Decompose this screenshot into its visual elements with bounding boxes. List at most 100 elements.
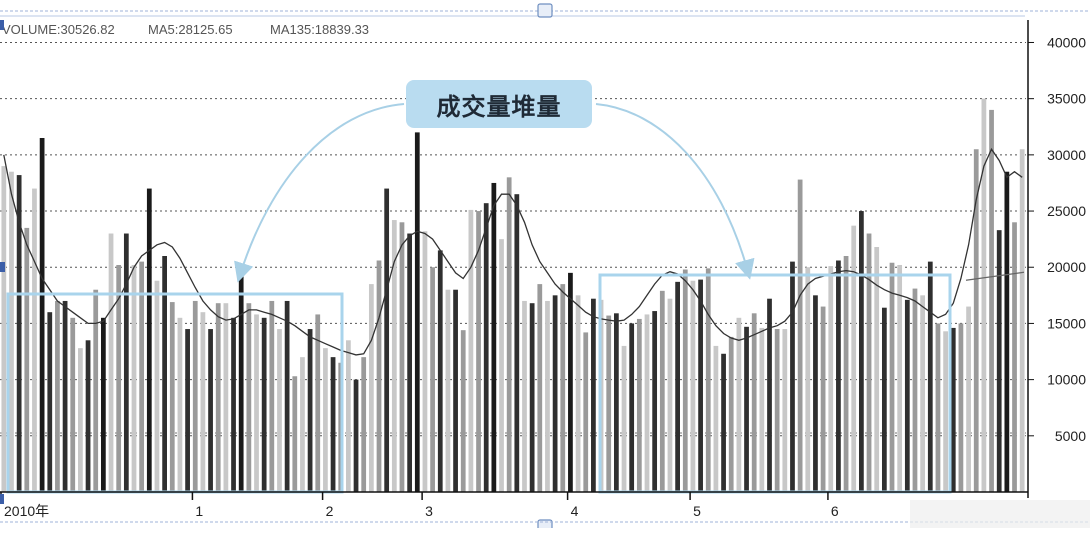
x-tick-label: 5 [693, 503, 701, 519]
callout-label-box: 成交量堆量 [406, 80, 592, 128]
volume-bars [1, 98, 1025, 493]
volume-bar [514, 194, 520, 492]
volume-bar [652, 311, 658, 492]
volume-bar [767, 298, 772, 492]
x-tick-label: 1 [195, 503, 203, 519]
volume-bar [399, 222, 405, 493]
volume-bar [667, 298, 673, 492]
volume-bar [116, 264, 122, 492]
x-tick-label: 6 [831, 503, 839, 519]
y-tick-label: 40000 [1047, 34, 1086, 50]
legend-volume: VOLUME:30526.82 [2, 22, 115, 37]
volume-bar [782, 329, 788, 492]
volume-bar [759, 327, 765, 492]
volume-bar [70, 317, 76, 492]
volume-bar [698, 279, 703, 492]
volume-bar [1012, 222, 1017, 493]
volume-bar [223, 303, 229, 492]
volume-bar [368, 284, 374, 492]
y-tick-label: 10000 [1047, 372, 1086, 388]
volume-bar [261, 317, 267, 492]
ma5-line [3, 147, 1023, 356]
volume-bar [93, 289, 99, 492]
callout-label: 成交量堆量 [436, 92, 562, 121]
volume-bar [568, 272, 573, 492]
volume-bar [445, 289, 451, 492]
volume-bar [139, 261, 145, 492]
volume-bar [437, 250, 443, 492]
ma135-line [965, 271, 1025, 281]
volume-bar [713, 345, 719, 492]
y-tick-label: 20000 [1047, 259, 1086, 275]
volume-bar [966, 306, 971, 492]
volume-bar [9, 171, 14, 492]
volume-bar [407, 233, 413, 492]
volume-bar [269, 300, 275, 492]
volume-bar [62, 300, 68, 492]
volume-bar [384, 188, 390, 492]
volume-bar [728, 336, 734, 492]
volume-bar [797, 179, 803, 492]
volume-bar [744, 326, 749, 492]
volume-bar [346, 340, 351, 492]
left-edge-marker-bottom[interactable] [0, 494, 4, 504]
volume-bar [613, 313, 619, 492]
volume-bar [238, 270, 244, 492]
volume-bar [185, 329, 190, 492]
volume-bar [927, 261, 933, 492]
volume-bar [208, 329, 213, 492]
volume-bar [162, 256, 167, 492]
volume-bar [836, 260, 841, 492]
volume-bar [874, 247, 880, 492]
volume-bar [736, 317, 742, 492]
volume-bar [483, 203, 489, 492]
top-handle[interactable] [537, 3, 553, 18]
volume-bar [108, 233, 114, 492]
callout-arrow-right [595, 103, 755, 280]
volume-bar [277, 329, 282, 492]
volume-bar [851, 225, 857, 492]
volume-bar [989, 109, 994, 493]
volume-bar [912, 288, 918, 492]
volume-bar [376, 260, 382, 492]
left-edge-marker-top[interactable] [0, 20, 4, 30]
volume-bar [575, 295, 581, 492]
volume-bar [973, 149, 979, 493]
volume-bar [950, 327, 956, 492]
volume-bar [545, 300, 550, 492]
bottom-handle[interactable] [537, 519, 553, 533]
volume-bar [506, 177, 512, 492]
volume-bar [24, 227, 30, 492]
volume-bar [920, 295, 926, 492]
volume-bar [636, 318, 642, 492]
volume-bar [522, 300, 527, 492]
volume-bar [1019, 149, 1025, 493]
volume-bar [353, 379, 359, 492]
volume-bar [690, 280, 696, 492]
volume-bar [828, 266, 834, 492]
left-edge-marker-mid[interactable] [0, 262, 5, 272]
volume-bar [192, 300, 198, 492]
volume-bar [499, 239, 504, 492]
volume-bar [897, 264, 903, 492]
volume-bar [904, 299, 910, 492]
volume-bar [859, 211, 864, 493]
volume-bar [131, 264, 137, 492]
volume-bar [659, 290, 665, 492]
volume-bar [981, 98, 987, 493]
volume-bar [1004, 171, 1010, 492]
volume-bar [621, 345, 627, 492]
volume-bar [866, 233, 872, 492]
volume-bar [889, 262, 895, 492]
volume-bar [943, 331, 948, 492]
volume-bar [323, 348, 328, 492]
volume-bar [935, 323, 941, 492]
volume-bar [78, 348, 83, 492]
volume-bar [215, 303, 221, 492]
volume-bar [583, 332, 589, 492]
volume-bar [100, 317, 106, 492]
volume-bar [177, 317, 183, 492]
bottom-right-fade [910, 500, 1090, 528]
volume-bar [996, 230, 1002, 492]
volume-bar [169, 302, 175, 492]
